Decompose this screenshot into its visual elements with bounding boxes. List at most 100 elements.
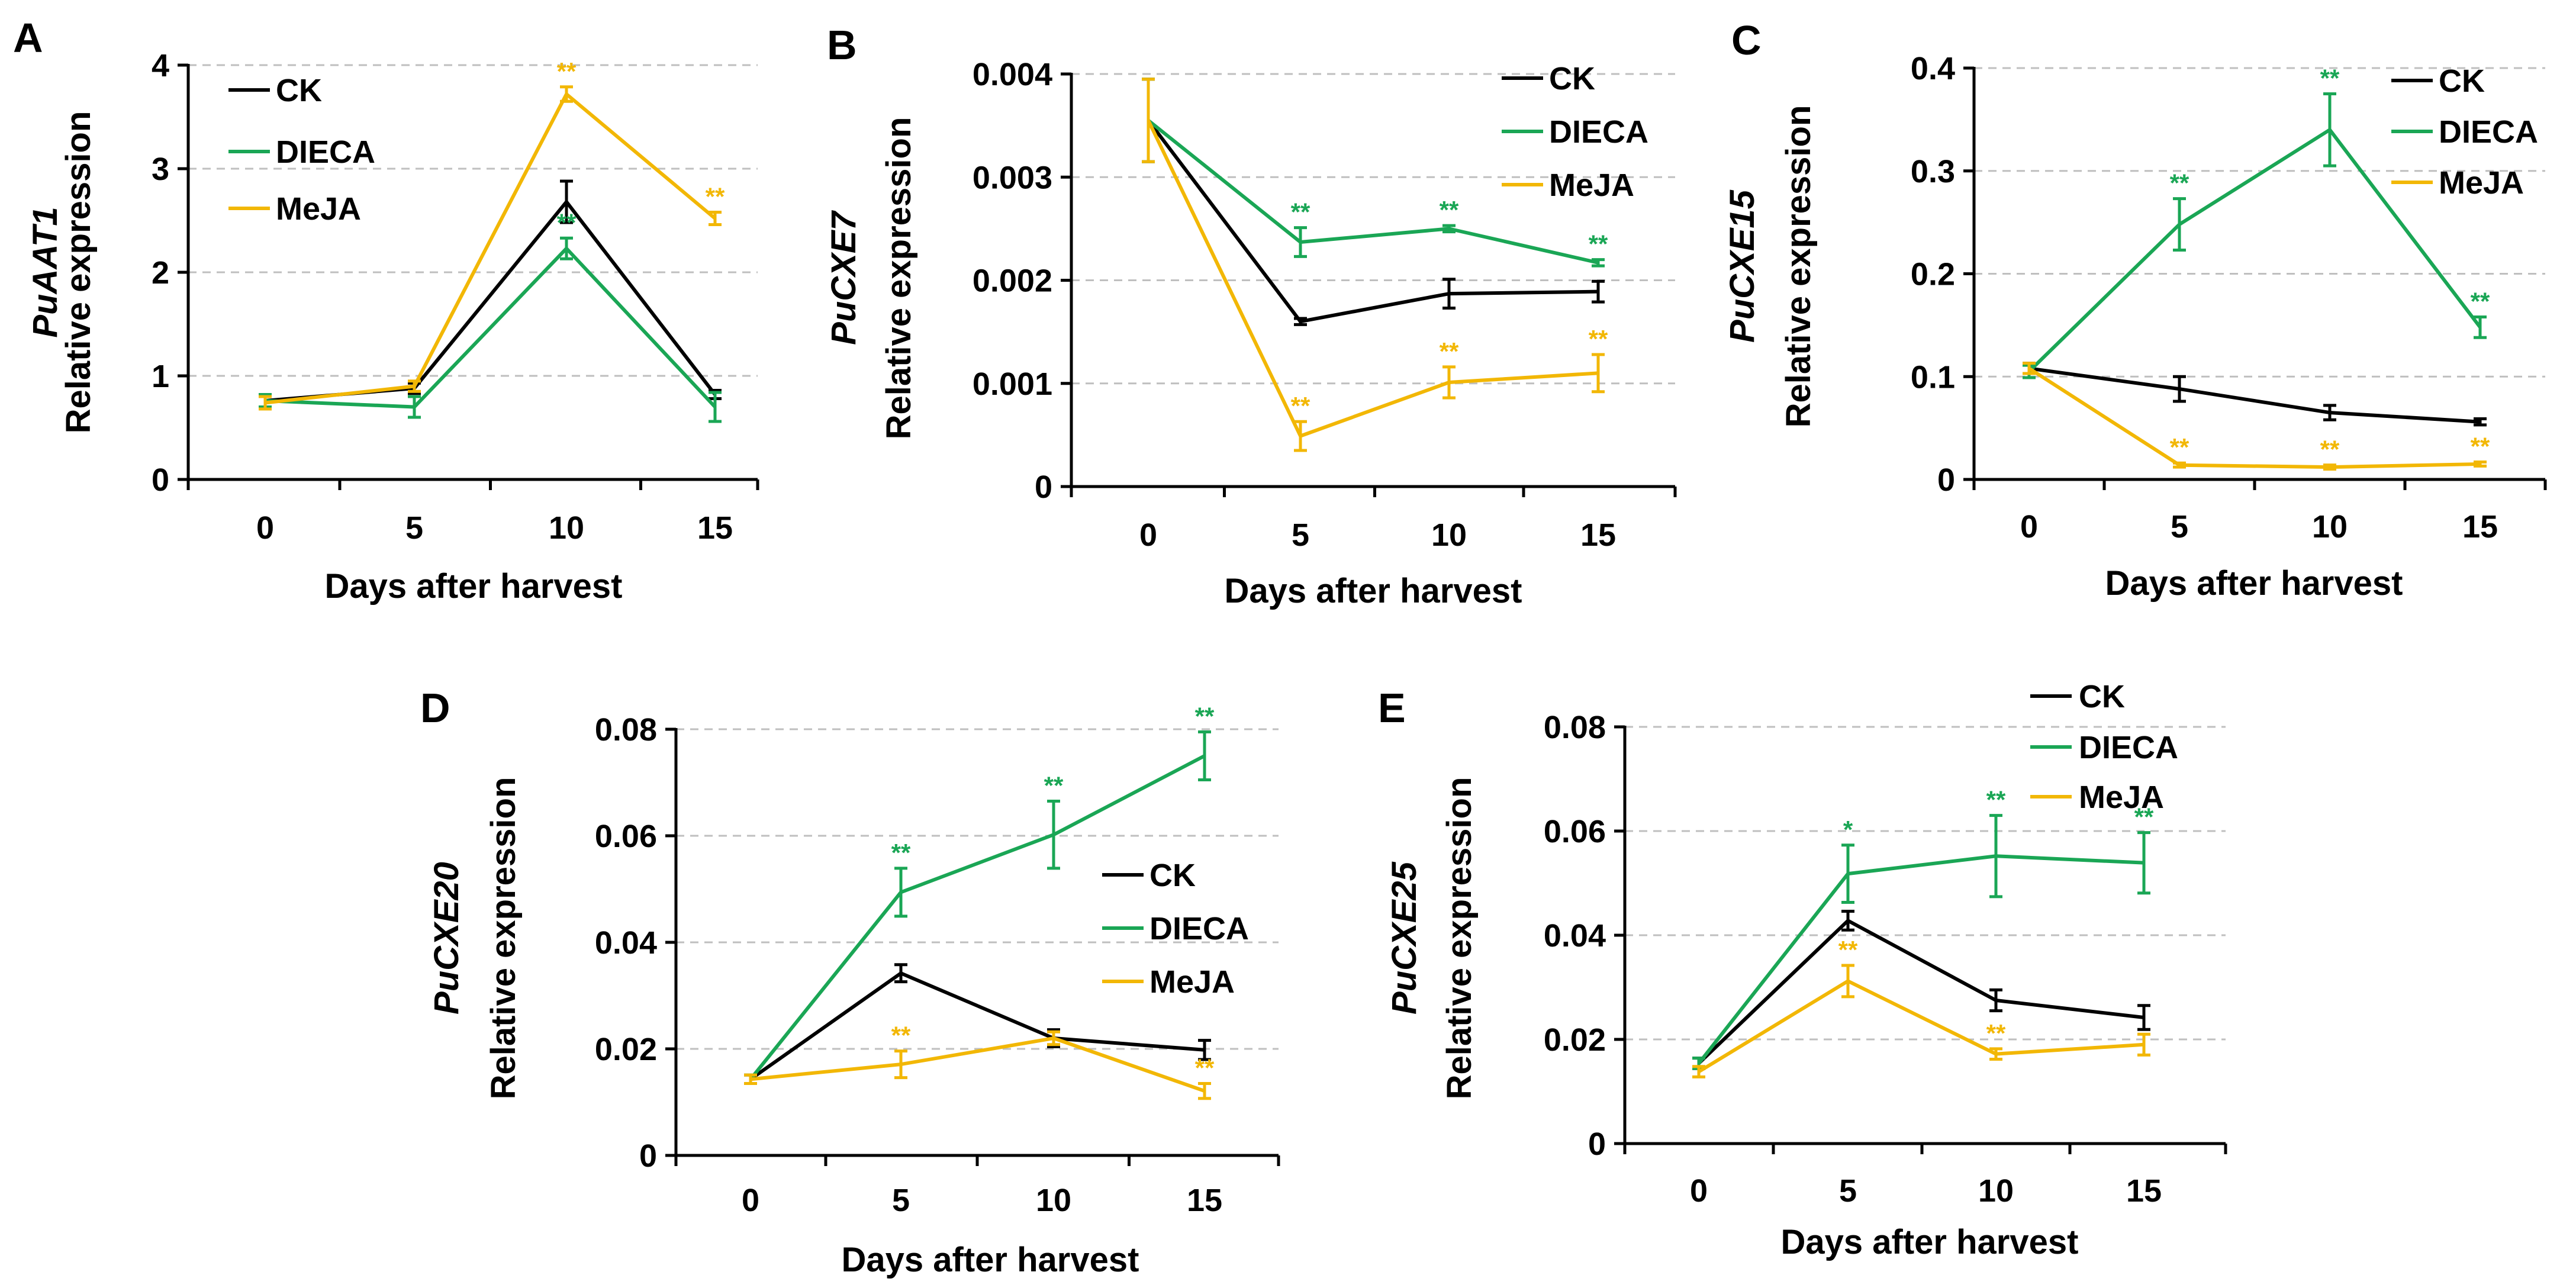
y-tick-label: 0: [1035, 469, 1052, 505]
x-tick-label: 0: [256, 510, 274, 546]
x-axis-label: Days after harvest: [842, 1241, 1139, 1279]
legend-label: MeJA: [2439, 165, 2524, 201]
gene-name: PuCXE20: [427, 862, 466, 1015]
x-tick-label: 5: [892, 1183, 910, 1218]
panel-letter: B: [827, 22, 857, 68]
x-axis-label: Days after harvest: [2105, 564, 2403, 603]
significance-mark: **: [557, 57, 577, 85]
significance-mark: **: [2134, 803, 2154, 831]
y-tick-label: 0.02: [595, 1032, 657, 1067]
significance-mark: **: [891, 839, 911, 867]
y-tick-label: 0: [152, 462, 169, 498]
x-tick-label: 15: [2126, 1173, 2162, 1209]
significance-mark: **: [1195, 1054, 1215, 1082]
series-line: [1147, 120, 1599, 438]
significance-mark: **: [891, 1022, 911, 1049]
significance-mark: **: [706, 183, 725, 211]
x-tick-label: 0: [742, 1183, 759, 1218]
x-axis-label: Days after harvest: [325, 567, 623, 606]
y-tick-label: 1: [152, 359, 169, 394]
y-axis-label: Relative expression: [59, 111, 98, 434]
x-tick-label: 0: [2020, 509, 2038, 545]
y-tick-label: 0.1: [1911, 359, 1955, 395]
panel-letter: E: [1378, 685, 1406, 731]
series-line: [265, 246, 717, 409]
y-tick-label: 0.003: [973, 160, 1052, 195]
y-tick-label: 2: [152, 255, 169, 291]
x-tick-label: 0: [1139, 517, 1157, 553]
significance-mark: **: [1986, 786, 2006, 814]
legend-label: DIECA: [1549, 114, 1648, 150]
significance-mark: **: [1291, 198, 1310, 226]
legend-label: CK: [1549, 61, 1595, 96]
gene-name: PuCXE25: [1385, 861, 1424, 1015]
panel-letter: D: [420, 685, 450, 731]
x-tick-label: 10: [2312, 509, 2348, 545]
significance-mark: **: [2170, 169, 2189, 197]
y-tick-label: 0.04: [595, 925, 657, 961]
x-tick-label: 15: [1187, 1183, 1222, 1218]
series-dieca: **: [259, 208, 722, 423]
series-line: [1147, 119, 1599, 324]
legend-label: MeJA: [1549, 168, 1634, 203]
series-dieca: ** ** **: [744, 703, 1215, 1085]
x-tick-label: 10: [549, 510, 584, 546]
x-tick-label: 15: [697, 510, 733, 546]
series-line: [1697, 854, 2144, 1065]
series-line: [265, 200, 717, 402]
panel-E: 0 0.02 0.04 0.06 0.08 0 5 10 15 E PuCXE25 Relative …: [1378, 679, 2227, 1261]
series-meja: ** ** **: [1142, 78, 1608, 452]
series-meja: ** ** **: [2023, 362, 2490, 471]
x-tick-label: 10: [1036, 1183, 1071, 1218]
significance-mark: **: [1044, 772, 1064, 800]
panel-C: 0 0.1 0.2 0.3 0.4 0 5 10 15 C PuCXE15 Relative expr…: [1723, 17, 2547, 603]
y-tick-label: 0.02: [1544, 1022, 1606, 1058]
y-tick-label: 0: [1588, 1126, 1606, 1162]
y-tick-label: 0.002: [973, 263, 1052, 299]
y-tick-label: 0.2: [1911, 257, 1955, 292]
y-tick-label: 0: [639, 1138, 657, 1174]
y-axis-label: Relative expression: [1440, 777, 1479, 1100]
series-line: [2027, 128, 2482, 373]
significance-mark: **: [557, 208, 577, 236]
series-line: [265, 92, 716, 405]
significance-mark: **: [1589, 325, 1608, 353]
significance-mark: **: [1195, 703, 1215, 730]
legend-label: CK: [2079, 679, 2125, 714]
significance-mark: **: [1291, 392, 1310, 420]
series-line: [749, 971, 1205, 1081]
panel-B: 0 0.001 0.002 0.003 0.004 0 5 10 15 B PuCXE7 Relati…: [825, 22, 1677, 610]
significance-mark: *: [1843, 816, 1853, 843]
x-tick-label: 5: [1839, 1173, 1857, 1209]
y-tick-label: 0.004: [973, 57, 1052, 92]
legend-label: CK: [1149, 858, 1196, 893]
y-tick-label: 3: [152, 152, 169, 187]
x-tick-label: 15: [1580, 517, 1616, 553]
series-meja: ** **: [744, 1022, 1215, 1100]
y-tick-label: 0.4: [1911, 51, 1955, 86]
gene-name: PuCXE7: [825, 210, 863, 344]
series-line: [1697, 919, 2144, 1065]
gene-name: PuAAT1: [26, 207, 65, 337]
significance-mark: **: [2471, 432, 2490, 460]
x-tick-label: 5: [2171, 509, 2188, 545]
significance-mark: **: [2320, 64, 2340, 92]
legend-label: CK: [2439, 63, 2485, 99]
series-line: [749, 754, 1206, 1081]
series-dieca: ** ** **: [2023, 64, 2490, 379]
y-tick-label: 0.06: [1544, 814, 1606, 849]
x-axis-label: Days after harvest: [1225, 572, 1522, 610]
x-tick-label: 5: [1292, 517, 1309, 553]
series-line: [1147, 119, 1599, 265]
series-line: [2028, 366, 2481, 469]
legend-label: DIECA: [1149, 911, 1249, 946]
y-axis-label: Relative expression: [484, 777, 523, 1100]
series-line: [1698, 979, 2144, 1074]
panel-letter: C: [1731, 17, 1762, 63]
y-tick-label: 0.08: [595, 712, 657, 748]
panel-letter: A: [13, 15, 43, 61]
y-tick-label: 0.3: [1911, 154, 1955, 189]
legend-label: DIECA: [2439, 114, 2538, 150]
